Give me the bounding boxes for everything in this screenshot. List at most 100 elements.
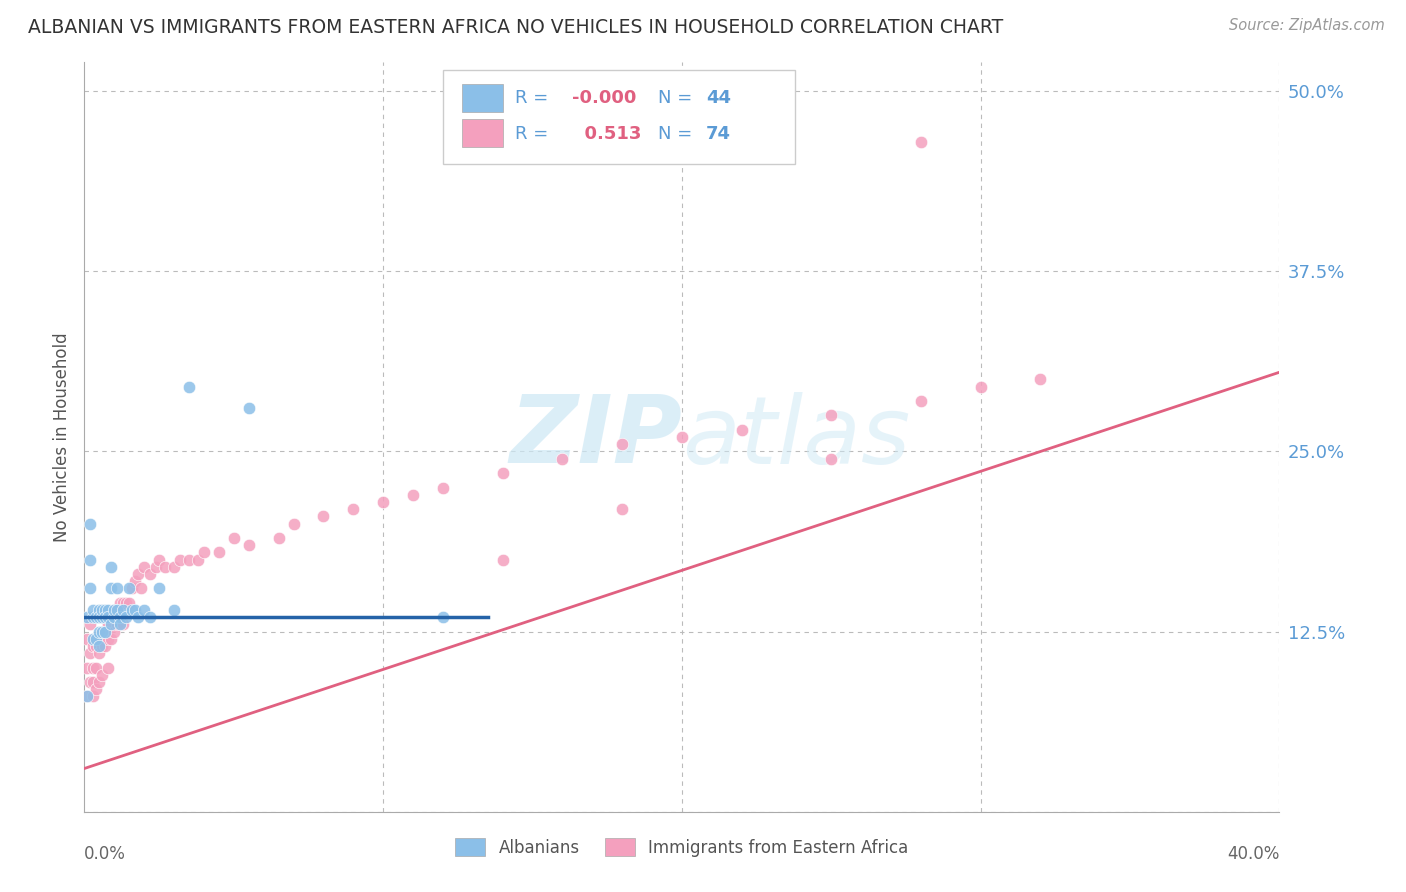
Point xyxy=(148,552,170,566)
Point xyxy=(193,545,215,559)
Point xyxy=(82,639,104,653)
Point xyxy=(432,610,454,624)
Point xyxy=(82,660,104,674)
Point xyxy=(103,603,125,617)
Point xyxy=(163,603,186,617)
Point xyxy=(105,617,128,632)
Point xyxy=(121,603,143,617)
Point xyxy=(342,502,364,516)
Point xyxy=(76,690,98,704)
Point xyxy=(79,646,101,660)
Point xyxy=(110,617,132,632)
Point xyxy=(208,545,231,559)
Point xyxy=(432,481,454,495)
Point xyxy=(612,502,634,516)
Point xyxy=(118,596,141,610)
Point xyxy=(97,660,120,674)
Text: atlas: atlas xyxy=(682,392,910,483)
Point xyxy=(312,509,335,524)
Text: 74: 74 xyxy=(706,125,731,143)
Point xyxy=(79,617,101,632)
Point xyxy=(91,603,114,617)
Point xyxy=(970,379,993,393)
Point xyxy=(105,582,128,596)
Point xyxy=(105,603,128,617)
Point xyxy=(139,610,162,624)
Point xyxy=(103,603,125,617)
Point xyxy=(86,632,108,646)
Point xyxy=(163,559,186,574)
Text: -0.000: -0.000 xyxy=(572,89,637,107)
Point xyxy=(82,632,104,646)
Point xyxy=(97,632,120,646)
Point xyxy=(112,603,135,617)
Point xyxy=(89,632,111,646)
Point xyxy=(169,552,191,566)
Point xyxy=(100,632,122,646)
Point xyxy=(115,596,138,610)
Point xyxy=(187,552,209,566)
Point xyxy=(89,610,111,624)
Point xyxy=(110,610,132,624)
Point xyxy=(112,596,135,610)
Point xyxy=(79,552,101,566)
Y-axis label: No Vehicles in Household: No Vehicles in Household xyxy=(53,332,72,542)
Point xyxy=(132,603,156,617)
Point xyxy=(91,668,114,682)
Point xyxy=(110,610,132,624)
Point xyxy=(89,624,111,639)
Point xyxy=(145,559,167,574)
Point xyxy=(492,552,515,566)
Point xyxy=(402,488,425,502)
Point xyxy=(94,610,117,624)
Point xyxy=(222,531,245,545)
Point xyxy=(118,582,141,596)
Point xyxy=(103,610,125,624)
Point xyxy=(492,466,515,480)
Point xyxy=(89,646,111,660)
Point xyxy=(671,430,693,444)
Point xyxy=(76,632,98,646)
Point xyxy=(86,682,108,697)
Text: 40.0%: 40.0% xyxy=(1227,846,1279,863)
Point xyxy=(238,401,260,416)
Point xyxy=(112,617,135,632)
Point xyxy=(177,552,200,566)
Point xyxy=(97,603,120,617)
Point xyxy=(100,559,122,574)
Point xyxy=(94,639,117,653)
Point xyxy=(91,639,114,653)
Text: ZIP: ZIP xyxy=(509,391,682,483)
Point xyxy=(97,617,120,632)
Point xyxy=(105,603,128,617)
Point xyxy=(238,538,260,552)
Point xyxy=(267,531,290,545)
Point xyxy=(82,610,104,624)
Point xyxy=(86,639,108,653)
Point xyxy=(82,690,104,704)
Point xyxy=(91,624,114,639)
Point xyxy=(89,675,111,690)
Point xyxy=(148,582,170,596)
Point xyxy=(910,394,932,409)
Point xyxy=(82,675,104,690)
Point xyxy=(76,690,98,704)
Text: N =: N = xyxy=(658,89,697,107)
Text: 0.513: 0.513 xyxy=(572,125,641,143)
Point xyxy=(76,660,98,674)
Point xyxy=(283,516,305,531)
Point xyxy=(79,516,101,531)
Point xyxy=(76,610,98,624)
Text: Source: ZipAtlas.com: Source: ZipAtlas.com xyxy=(1229,18,1385,33)
Point xyxy=(86,610,108,624)
Point xyxy=(82,603,104,617)
Point xyxy=(612,437,634,451)
Text: 0.0%: 0.0% xyxy=(84,846,127,863)
Point xyxy=(86,660,108,674)
Point xyxy=(373,495,395,509)
Point xyxy=(89,639,111,653)
Point xyxy=(127,566,149,581)
Point xyxy=(100,617,122,632)
Point xyxy=(97,610,120,624)
Text: R =: R = xyxy=(515,89,554,107)
